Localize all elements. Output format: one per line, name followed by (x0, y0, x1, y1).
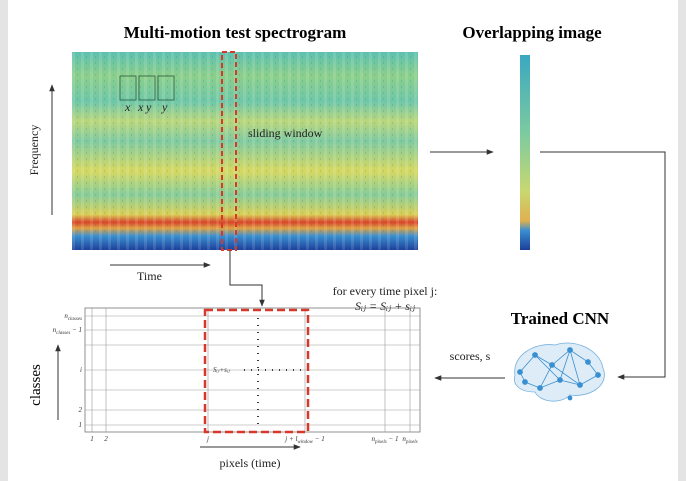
spectrogram-title: Multi-motion test spectrogram (124, 23, 347, 42)
tick-main: j + l (284, 435, 297, 443)
overlap-title: Overlapping image (462, 23, 602, 42)
box-label: x (124, 100, 131, 114)
tick-sub: window (297, 440, 313, 445)
frequency-label: Frequency (27, 125, 41, 176)
tick-suffix: − 1 (387, 435, 399, 443)
rule-equation: Sᵢⱼ = Sᵢⱼ + sᵢⱼ (355, 299, 416, 313)
box-label: x (137, 100, 144, 114)
rule-caption: for every time pixel j: (333, 284, 438, 298)
tick-suffix: − 1 (313, 435, 325, 443)
diagram: Multi-motion test spectrogram Overlappin… (0, 0, 686, 481)
tick-sub: classes (68, 317, 82, 322)
cnn-title: Trained CNN (511, 309, 610, 328)
time-label: Time (137, 269, 162, 283)
overlap-image (520, 55, 530, 250)
tick-main: 2 (104, 435, 108, 443)
tick-sub: pixels (374, 440, 387, 445)
tick-main: j (206, 435, 209, 443)
tick-main: i (80, 366, 82, 374)
border-right (678, 0, 686, 481)
cell-label: Sᵢⱼ+sᵢⱼ (213, 366, 230, 374)
tick-label: 1 (79, 421, 83, 429)
tick-main: 2 (79, 406, 83, 414)
classes-label: classes (28, 364, 44, 406)
box-label: y (145, 100, 152, 114)
tick-label: 2 (104, 435, 108, 443)
tick-label: i (80, 366, 82, 374)
box-label: y (161, 100, 168, 114)
tick-suffix: − 1 (70, 326, 82, 334)
spectrogram-texture (72, 52, 418, 250)
border-left (0, 0, 8, 481)
tick-label: 2 (79, 406, 83, 414)
tick-sub: classes (56, 331, 70, 336)
tick-sub: pixels (405, 440, 418, 445)
tick-main: 1 (79, 421, 83, 429)
pixels-label: pixels (time) (220, 456, 281, 470)
tick-main: 1 (90, 435, 94, 443)
tick-label: j (206, 435, 209, 443)
scores-label: scores, s (450, 349, 491, 363)
tick-label: 1 (90, 435, 94, 443)
window-label: sliding window (248, 126, 323, 140)
